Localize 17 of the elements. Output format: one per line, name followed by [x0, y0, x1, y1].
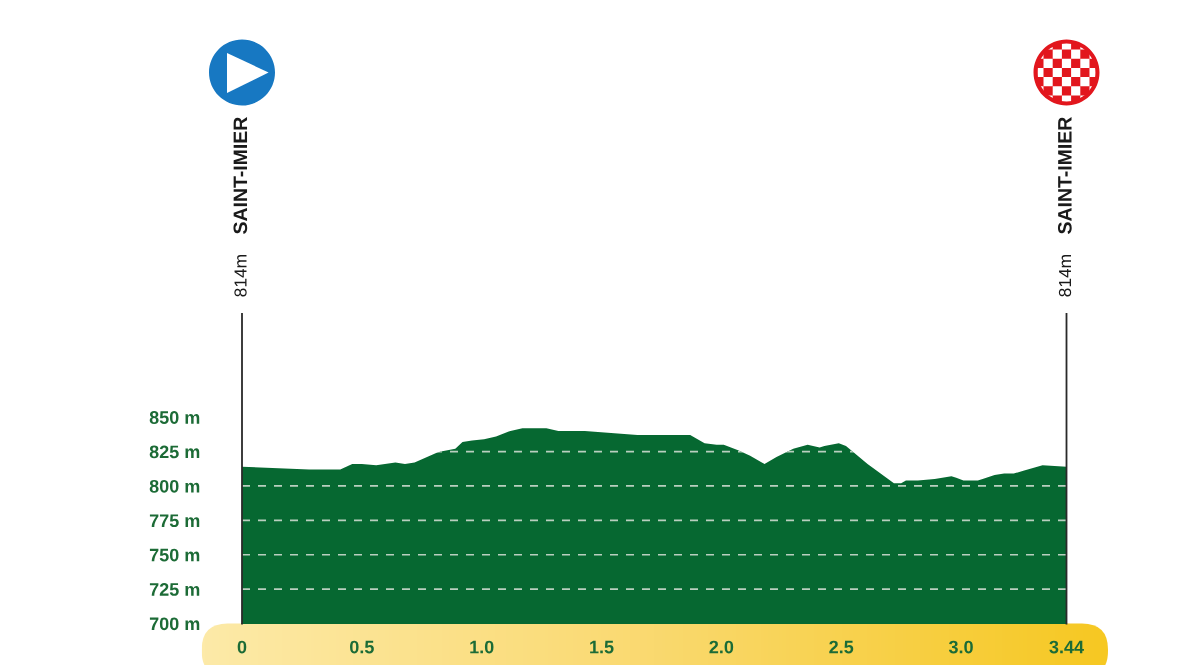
y-tick-label: 800 m: [149, 479, 200, 493]
x-tick-label: 1.5: [590, 640, 614, 654]
y-tick-label: 750 m: [149, 548, 200, 562]
text: 814m SAINT-IMIER: [233, 117, 248, 297]
y-tick-label: 700 m: [149, 617, 200, 631]
y-tick-label: 850 m: [149, 411, 200, 424]
y-tick-label: 775 m: [149, 514, 200, 528]
x-tick-label: 3.44: [1049, 640, 1084, 654]
y-tick-label: 725 m: [149, 583, 200, 596]
x-tick-label: 3.0: [948, 640, 973, 654]
text: 814m SAINT-IMIER: [1057, 117, 1072, 297]
x-tick-label: 1.0: [470, 640, 494, 654]
x-tick-label: 2.0: [709, 640, 734, 654]
x-tick-label: 0.5: [350, 640, 374, 654]
x-tick-label: 0: [237, 640, 247, 654]
x-tick-label: 2.5: [829, 640, 854, 654]
y-tick-label: 825 m: [149, 445, 200, 459]
